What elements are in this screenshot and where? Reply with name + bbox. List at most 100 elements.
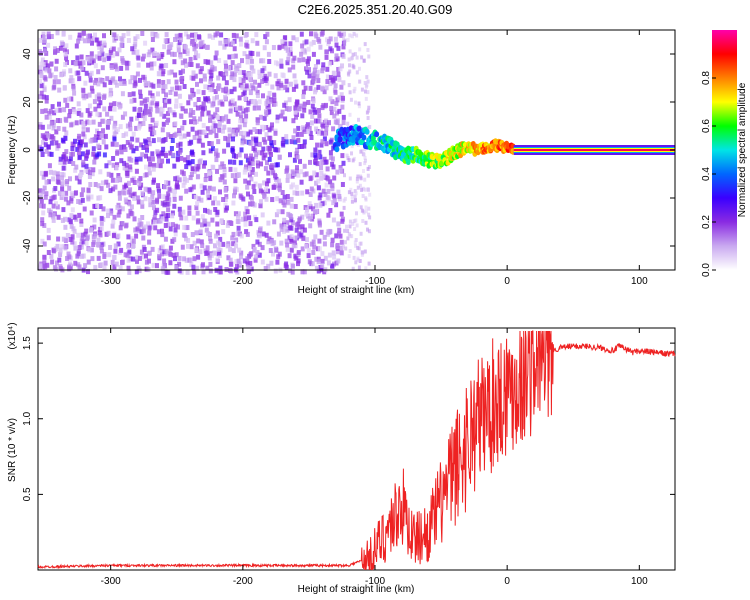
spectrogram-cell — [161, 146, 166, 152]
spectrogram-cell — [355, 70, 359, 75]
spectrogram-cell — [208, 268, 213, 274]
spectrogram-cell — [285, 173, 290, 179]
spectrogram-cell — [199, 183, 204, 189]
spectrogram-cell — [113, 184, 118, 190]
spectrogram-cell — [250, 169, 255, 175]
spectrogram-cell — [54, 129, 59, 135]
spectrogram-cell — [79, 253, 84, 259]
spectrogram-cell — [307, 201, 312, 207]
spectrogram-cell — [69, 75, 74, 81]
spectrogram-cell — [162, 184, 167, 190]
spectrogram-cell — [228, 159, 232, 165]
spectrogram-cell — [330, 263, 334, 269]
spectrogram-cell — [139, 142, 144, 148]
spectrogram-cell — [93, 265, 98, 271]
spectrogram-cell — [280, 72, 285, 78]
spectrogram-cell — [142, 115, 147, 121]
spectrogram-cell — [332, 254, 337, 260]
spectrogram-cell — [225, 205, 229, 211]
spectrogram-cell — [309, 31, 313, 37]
spectrogram-cell — [230, 235, 235, 241]
spectrogram-cell — [97, 121, 102, 127]
spectrogram-cell — [245, 261, 250, 267]
spectrogram-cell — [325, 74, 330, 80]
spectrogram-cell — [191, 215, 196, 221]
spectrogram-cell — [348, 249, 352, 253]
spectrogram-cell — [312, 67, 317, 73]
spectrogram-cell — [148, 202, 153, 208]
spectrogram-cell — [143, 224, 148, 230]
spectrogram-cell — [132, 195, 137, 201]
spectrogram-cell — [299, 169, 304, 175]
spectrogram-cell — [38, 65, 43, 71]
spectrogram-cell — [195, 63, 200, 69]
spectrogram-cell — [307, 216, 312, 222]
spectrogram-cell — [122, 80, 127, 86]
spectrogram-cell — [140, 215, 145, 220]
spectrogram-cell — [148, 161, 153, 167]
spectrogram-cell — [48, 212, 53, 218]
spectrogram-cell — [164, 269, 169, 275]
spectrogram-cell — [309, 41, 314, 47]
spectrogram-cell — [135, 34, 140, 40]
spectrogram-cells — [38, 30, 372, 275]
spectrogram-cell — [285, 242, 290, 248]
spectrogram-cell — [227, 127, 232, 133]
spectrogram-cell — [300, 190, 305, 196]
spectrogram-cell — [39, 83, 44, 89]
spectrogram-cell — [222, 179, 227, 185]
signal-track — [332, 124, 675, 170]
spectrogram-cell — [166, 222, 171, 228]
spectrogram-cell — [235, 111, 240, 117]
spectrogram-cell — [272, 97, 277, 103]
spectrogram-cell — [58, 265, 63, 271]
spectrogram-cell — [116, 212, 121, 218]
spectrogram-cell — [156, 91, 160, 97]
spectrogram-cell — [97, 134, 102, 140]
spectrogram-cell — [176, 224, 180, 230]
spectrogram-cell — [176, 36, 181, 42]
spectrogram-cell — [316, 259, 321, 265]
spectrogram-cell — [349, 234, 353, 239]
spectrogram-cell — [318, 44, 323, 50]
spectrogram-cell — [310, 113, 315, 119]
spectrogram-cell — [244, 113, 249, 119]
spectrogram-cell — [264, 132, 269, 138]
spectrogram-cell — [227, 133, 232, 139]
spectrogram-cell — [232, 86, 237, 92]
spectrogram-cell — [139, 100, 144, 106]
spectrogram-cell — [49, 140, 54, 146]
spectrogram-cell — [204, 45, 209, 50]
spectrogram-cell — [155, 263, 159, 269]
spectrogram-cell — [264, 109, 268, 115]
spectrogram-cell — [221, 164, 226, 169]
spectrogram-cell — [363, 161, 367, 166]
spectrogram-cell — [295, 190, 300, 196]
spectrogram-cell — [311, 250, 316, 255]
spectrogram-cell — [56, 214, 61, 220]
spectrogram-cell — [333, 83, 338, 89]
spectrogram-cell — [85, 119, 90, 125]
spectrogram-cell — [146, 62, 151, 68]
spectrogram-cell — [105, 124, 110, 130]
spectrogram-cell — [251, 99, 256, 105]
spectrogram-cell — [134, 233, 139, 239]
spectrogram-cell — [218, 269, 223, 275]
spectrogram-cell — [230, 173, 235, 179]
spectrogram-cell — [296, 250, 301, 255]
spectrogram-cell — [181, 232, 186, 238]
spectrogram-cell — [192, 269, 197, 275]
spectrogram-cell — [232, 46, 237, 52]
spectrogram-cell — [307, 73, 312, 79]
spectrogram-cell — [336, 258, 341, 264]
spectrogram-cell — [47, 114, 52, 120]
spectrogram-cell — [335, 56, 340, 62]
spectrogram-cell — [96, 92, 101, 98]
spectrogram-cell — [68, 176, 72, 182]
spectrogram-cell — [169, 146, 174, 151]
spectrogram-cell — [289, 217, 294, 223]
spectrogram-cell — [221, 229, 226, 235]
spectrogram-cell — [141, 145, 146, 150]
spectrogram-cell — [312, 244, 317, 250]
spectrogram-cell — [361, 194, 365, 198]
